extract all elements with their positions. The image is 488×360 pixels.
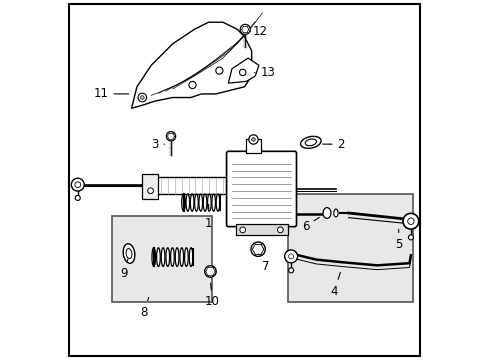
Circle shape bbox=[288, 268, 293, 273]
Ellipse shape bbox=[300, 136, 321, 148]
Polygon shape bbox=[131, 22, 251, 108]
Text: 6: 6 bbox=[301, 217, 319, 233]
Text: 5: 5 bbox=[394, 229, 402, 251]
Circle shape bbox=[71, 178, 84, 191]
Ellipse shape bbox=[203, 194, 206, 211]
Circle shape bbox=[239, 69, 245, 76]
Ellipse shape bbox=[170, 248, 174, 266]
Ellipse shape bbox=[123, 244, 135, 263]
Ellipse shape bbox=[156, 248, 160, 266]
Ellipse shape bbox=[126, 248, 132, 258]
Ellipse shape bbox=[211, 194, 215, 211]
Text: 9: 9 bbox=[121, 259, 128, 280]
Ellipse shape bbox=[199, 194, 202, 211]
Ellipse shape bbox=[189, 248, 192, 266]
Circle shape bbox=[140, 96, 144, 99]
Circle shape bbox=[138, 93, 146, 102]
Circle shape bbox=[277, 227, 283, 233]
Text: 13: 13 bbox=[254, 66, 275, 79]
Circle shape bbox=[188, 81, 196, 89]
Text: 12: 12 bbox=[249, 25, 267, 38]
Ellipse shape bbox=[185, 194, 189, 211]
Ellipse shape bbox=[175, 248, 179, 266]
Bar bbox=[112, 216, 212, 302]
Text: 3: 3 bbox=[151, 138, 164, 150]
Ellipse shape bbox=[152, 248, 155, 266]
Ellipse shape bbox=[161, 248, 164, 266]
Circle shape bbox=[147, 188, 153, 194]
Ellipse shape bbox=[184, 248, 188, 266]
Text: 2: 2 bbox=[322, 138, 345, 150]
Circle shape bbox=[251, 138, 255, 141]
Circle shape bbox=[75, 195, 80, 201]
Circle shape bbox=[215, 67, 223, 74]
Circle shape bbox=[239, 227, 245, 233]
Ellipse shape bbox=[207, 194, 211, 211]
Circle shape bbox=[204, 266, 216, 277]
Circle shape bbox=[402, 213, 418, 229]
Text: 4: 4 bbox=[330, 272, 340, 298]
Text: 8: 8 bbox=[140, 297, 148, 319]
Bar bbox=[287, 194, 412, 302]
Polygon shape bbox=[228, 58, 258, 83]
Ellipse shape bbox=[165, 248, 169, 266]
Text: 11: 11 bbox=[93, 87, 128, 100]
Ellipse shape bbox=[305, 139, 316, 146]
Text: 10: 10 bbox=[204, 283, 219, 309]
Text: 1: 1 bbox=[204, 204, 212, 230]
Circle shape bbox=[284, 250, 297, 263]
Ellipse shape bbox=[194, 194, 198, 211]
Circle shape bbox=[240, 24, 250, 35]
Circle shape bbox=[166, 132, 175, 141]
Circle shape bbox=[248, 135, 258, 144]
Ellipse shape bbox=[323, 208, 330, 219]
Ellipse shape bbox=[190, 194, 194, 211]
Bar bbox=[144, 177, 294, 194]
FancyBboxPatch shape bbox=[226, 151, 296, 226]
Bar bbox=[235, 224, 287, 235]
Circle shape bbox=[407, 218, 413, 225]
Ellipse shape bbox=[216, 194, 219, 211]
Bar bbox=[142, 174, 158, 199]
Bar bbox=[246, 139, 260, 153]
Ellipse shape bbox=[333, 209, 337, 217]
Circle shape bbox=[407, 235, 412, 240]
Ellipse shape bbox=[182, 194, 185, 211]
Circle shape bbox=[75, 182, 81, 188]
Ellipse shape bbox=[180, 248, 183, 266]
Circle shape bbox=[250, 242, 265, 256]
Circle shape bbox=[288, 254, 293, 259]
Text: 7: 7 bbox=[258, 254, 269, 273]
